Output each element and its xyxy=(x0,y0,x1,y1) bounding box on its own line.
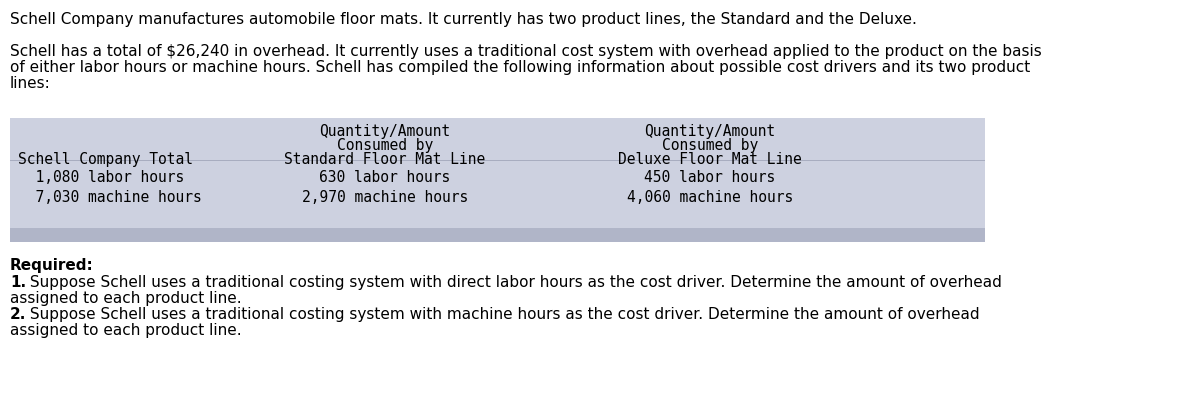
Text: of either labor hours or machine hours. Schell has compiled the following inform: of either labor hours or machine hours. … xyxy=(10,60,1031,75)
Bar xyxy=(10,118,985,228)
Text: 1.: 1. xyxy=(10,275,26,290)
Text: Deluxe Floor Mat Line: Deluxe Floor Mat Line xyxy=(618,152,802,167)
Text: Suppose Schell uses a traditional costing system with machine hours as the cost : Suppose Schell uses a traditional costin… xyxy=(25,307,979,322)
Bar xyxy=(10,160,985,161)
Text: Quantity/Amount: Quantity/Amount xyxy=(644,124,775,139)
Text: 630 labor hours: 630 labor hours xyxy=(319,170,451,185)
Text: assigned to each product line.: assigned to each product line. xyxy=(10,323,241,338)
Bar xyxy=(10,228,985,242)
Text: Quantity/Amount: Quantity/Amount xyxy=(319,124,451,139)
Text: 7,030 machine hours: 7,030 machine hours xyxy=(18,190,202,205)
Text: Standard Floor Mat Line: Standard Floor Mat Line xyxy=(284,152,486,167)
Text: 4,060 machine hours: 4,060 machine hours xyxy=(626,190,793,205)
Text: Required:: Required: xyxy=(10,258,94,273)
Text: 2,970 machine hours: 2,970 machine hours xyxy=(302,190,468,205)
Text: Suppose Schell uses a traditional costing system with direct labor hours as the : Suppose Schell uses a traditional costin… xyxy=(25,275,1002,290)
Text: Schell has a total of $26,240 in overhead. It currently uses a traditional cost : Schell has a total of $26,240 in overhea… xyxy=(10,44,1042,59)
Text: Schell Company manufactures automobile floor mats. It currently has two product : Schell Company manufactures automobile f… xyxy=(10,12,917,27)
Text: Consumed by: Consumed by xyxy=(662,138,758,153)
Text: assigned to each product line.: assigned to each product line. xyxy=(10,291,241,306)
Text: 450 labor hours: 450 labor hours xyxy=(644,170,775,185)
Text: Schell Company Total: Schell Company Total xyxy=(18,152,193,167)
Text: lines:: lines: xyxy=(10,76,50,91)
Text: Consumed by: Consumed by xyxy=(337,138,433,153)
Text: 1,080 labor hours: 1,080 labor hours xyxy=(18,170,185,185)
Text: 2.: 2. xyxy=(10,307,26,322)
